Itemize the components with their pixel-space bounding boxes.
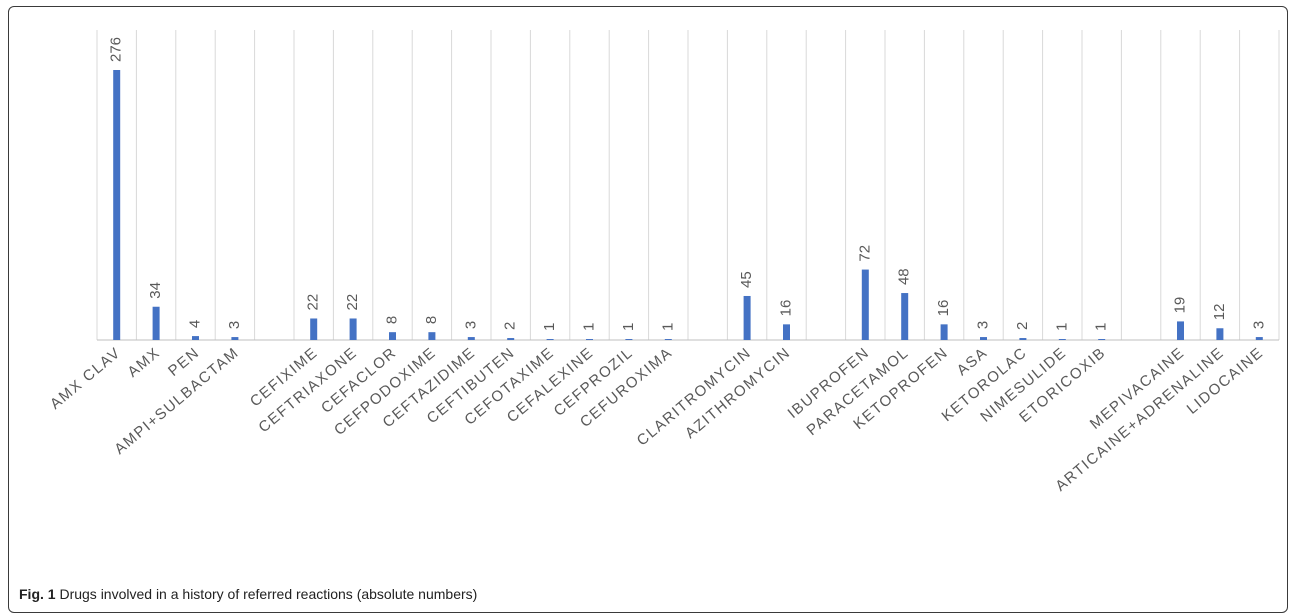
x-tick-label: AMX	[124, 344, 163, 381]
data-label: 1	[659, 323, 676, 331]
bar	[783, 324, 790, 340]
bar	[1216, 328, 1224, 340]
bar	[507, 338, 515, 340]
figure-caption: Fig. 1 Drugs involved in a history of re…	[19, 586, 477, 602]
bar	[192, 336, 199, 340]
data-label: 3	[462, 321, 479, 329]
bar	[625, 339, 633, 340]
data-label: 2	[502, 322, 519, 330]
data-label: 1	[541, 323, 558, 331]
data-label: 22	[305, 294, 322, 311]
data-label: 276	[108, 37, 125, 62]
data-label: 3	[226, 321, 243, 329]
bar	[1019, 338, 1027, 340]
data-label: 19	[1171, 297, 1188, 314]
bar	[310, 318, 318, 340]
x-tick-label: AMX CLAV	[47, 344, 124, 413]
bar	[1177, 321, 1184, 340]
bar	[1255, 337, 1263, 340]
data-label: 72	[856, 245, 873, 262]
data-label: 22	[344, 294, 361, 311]
data-label: 1	[1093, 323, 1110, 331]
bar	[861, 269, 869, 340]
bar	[231, 337, 239, 340]
data-label: 45	[738, 271, 755, 288]
data-label: 2	[1014, 322, 1031, 330]
bar	[743, 295, 751, 340]
figure-number: Fig. 1	[19, 586, 56, 602]
data-label: 8	[383, 316, 400, 324]
bar	[940, 324, 948, 340]
bar	[152, 306, 160, 340]
bar	[664, 339, 672, 340]
bar	[349, 318, 357, 340]
bar	[901, 293, 909, 340]
bar	[428, 332, 436, 340]
data-label: 34	[147, 282, 164, 299]
data-label: 1	[620, 323, 637, 331]
figure-frame	[8, 6, 1288, 613]
bar	[467, 337, 475, 340]
bar	[1058, 339, 1066, 340]
data-label: 3	[974, 321, 991, 329]
bar	[980, 337, 987, 340]
data-label: 3	[1250, 321, 1267, 329]
data-label: 48	[896, 268, 913, 285]
data-label: 12	[1211, 304, 1228, 321]
caption-text: Drugs involved in a history of referred …	[59, 586, 478, 602]
data-label: 1	[580, 323, 597, 331]
data-label: 8	[423, 316, 440, 324]
bar	[586, 339, 593, 340]
data-label: 16	[935, 300, 952, 317]
bar	[546, 339, 554, 340]
bar	[389, 332, 396, 340]
bar	[1098, 339, 1106, 340]
data-label: 16	[777, 300, 794, 317]
data-label: 4	[186, 320, 203, 328]
data-label: 1	[1053, 323, 1070, 331]
bar	[113, 70, 121, 340]
